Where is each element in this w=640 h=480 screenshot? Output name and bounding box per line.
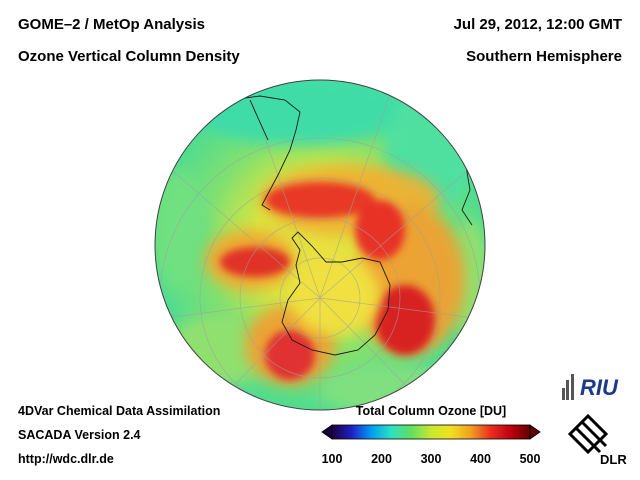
colorbar-title: Total Column Ozone [DU]	[355, 404, 507, 418]
dlr-logo: DLR	[567, 413, 627, 467]
region-label: Southern Hemisphere	[466, 48, 622, 65]
colorbar-tick-label: 200	[371, 452, 392, 466]
footer-line-1: 4DVar Chemical Data Assimilation	[18, 404, 221, 418]
date-label: Jul 29, 2012, 12:00 GMT	[453, 16, 622, 33]
colorbar-tick-label: 300	[420, 452, 442, 466]
title-line-2: Ozone Vertical Column Density	[18, 48, 240, 65]
footer-line-2: SACADA Version 2.4	[18, 428, 141, 442]
colorbar-tick-label: 500	[519, 452, 541, 466]
title-line-1: GOME–2 / MetOp Analysis	[18, 16, 205, 33]
riu-logo-text: RIU	[580, 375, 619, 400]
ozone-field	[155, 80, 485, 410]
globe-outline	[154, 79, 486, 411]
dlr-logo-text: DLR	[600, 452, 627, 467]
colorbar-tick-label: 400	[470, 452, 491, 466]
footer-line-3: http://wdc.dlr.de	[18, 452, 114, 466]
colorbar-tick-label: 100	[321, 452, 343, 466]
riu-logo: RIU	[562, 374, 619, 400]
